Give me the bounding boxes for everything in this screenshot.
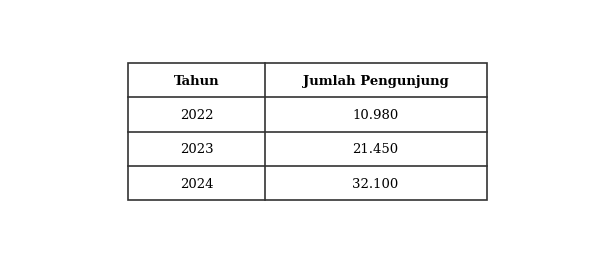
Text: 21.450: 21.450 xyxy=(352,143,398,156)
Text: 2023: 2023 xyxy=(179,143,214,156)
Text: 32.100: 32.100 xyxy=(352,177,398,190)
Text: 2024: 2024 xyxy=(180,177,213,190)
Text: Tahun: Tahun xyxy=(173,74,220,87)
Text: 2022: 2022 xyxy=(180,109,213,122)
Text: Jumlah Pengunjung: Jumlah Pengunjung xyxy=(302,74,448,87)
Text: 10.980: 10.980 xyxy=(352,109,398,122)
FancyBboxPatch shape xyxy=(128,64,487,201)
